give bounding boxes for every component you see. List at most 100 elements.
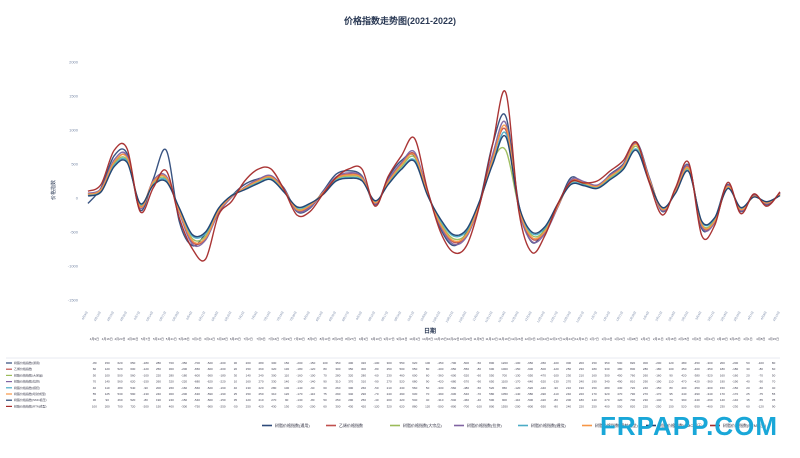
x-tick-label-48: 3月11日 <box>707 311 716 322</box>
table-cell: 70 <box>323 373 327 377</box>
table-cell: -50 <box>477 361 482 365</box>
table-cell: -680 <box>450 380 456 384</box>
table-cell: -600 <box>527 367 533 371</box>
table-cell: -200 <box>181 392 187 396</box>
x-tick-label-38: 12月31日 <box>575 311 585 324</box>
table-cell: 480 <box>681 361 686 365</box>
x-tick-label-20: 8月27日 <box>341 311 350 323</box>
table-cell: 40 <box>93 386 97 390</box>
table-cell: 280 <box>361 373 366 377</box>
table-header-2: 4月23日 <box>115 337 126 341</box>
table-cell: 250 <box>387 367 392 371</box>
table-cell: -500 <box>207 398 213 402</box>
table-cell: -540 <box>450 398 456 402</box>
table-cell: -120 <box>373 404 379 408</box>
table-cell: 250 <box>246 404 251 408</box>
table-cell: 400 <box>348 361 353 365</box>
table-cell: 800 <box>489 361 494 365</box>
x-tick-label-25: 10月1日 <box>406 311 415 323</box>
table-cell: 140 <box>592 398 597 402</box>
table-header-32: 11月19日 <box>498 337 510 341</box>
table-cell: 120 <box>669 361 674 365</box>
table-cell: 240 <box>258 373 263 377</box>
x-tick-label-31: 11月12日 <box>484 311 494 324</box>
table-cell: 420 <box>361 404 366 408</box>
table-cell: 650 <box>130 361 135 365</box>
table-cell: 700 <box>169 361 174 365</box>
table-cell: -100 <box>553 373 559 377</box>
table-cell: -340 <box>694 398 700 402</box>
table-cell: -750 <box>194 404 200 408</box>
x-axis-ticks: 4月9日 4月16日 4月23日 4月30日 5月7日 5月14日 5月21日 5月28日 6月… <box>81 310 781 323</box>
table-cell: 70 <box>669 398 673 402</box>
x-tick-label-7: 5月28日 <box>171 311 180 323</box>
table-cell: 50 <box>746 361 750 365</box>
table-cell: 90 <box>106 398 110 402</box>
table-cell: 320 <box>604 392 609 396</box>
x-tick-label-32: 11月19日 <box>497 310 507 323</box>
table-header-37: 12月24日 <box>562 337 575 341</box>
table-cell: 500 <box>399 367 404 371</box>
table-cell: 300 <box>387 361 392 365</box>
table-cell: -190 <box>732 380 738 384</box>
table-cell: 40 <box>772 386 776 390</box>
table-cell: 300 <box>271 373 276 377</box>
table-cell: -630 <box>194 392 200 396</box>
x-tick-label-5: 5月14日 <box>145 311 154 323</box>
table-cell: -190 <box>220 392 226 396</box>
table-cell: 150 <box>246 367 251 371</box>
table-cell: -140 <box>309 380 315 384</box>
table-cell: 1200 <box>501 361 508 365</box>
table-cell: -600 <box>207 367 213 371</box>
table-cell: -220 <box>220 380 226 384</box>
table-cell: 150 <box>720 386 725 390</box>
x-tick-label-41: 1月21日 <box>615 311 624 323</box>
table-cell: -200 <box>296 361 302 365</box>
table-cell: 950 <box>502 386 507 390</box>
table-cell: -580 <box>527 392 533 396</box>
table-cell: 350 <box>348 367 353 371</box>
table-cell: -60 <box>477 373 482 377</box>
table-cell: 150 <box>592 361 597 365</box>
legend-label-4: 树脂价格指数(缠绕) <box>531 422 566 428</box>
table-header-42: 1月28日 <box>627 337 638 341</box>
table-cell: -160 <box>732 373 738 377</box>
table-cell: 190 <box>592 380 597 384</box>
table-cell: 300 <box>271 361 276 365</box>
table-cell: 140 <box>105 380 110 384</box>
table-header-22: 9月10日 <box>371 337 382 341</box>
table-row-name-4: 树脂价格指数(缠绕) <box>14 385 40 390</box>
table-cell: 80 <box>669 386 673 390</box>
table-cell: 40 <box>426 398 430 402</box>
table-header-7: 5月28日 <box>179 337 190 341</box>
table-cell: -100 <box>553 361 559 365</box>
x-tick-label-17: 8月6日 <box>303 311 311 321</box>
table-cell: -700 <box>463 404 469 408</box>
table-cell: -90 <box>374 380 379 384</box>
table-cell: 270 <box>258 380 263 384</box>
table-cell: -160 <box>296 373 302 377</box>
table-cell: -390 <box>694 392 700 396</box>
table-row-name-3: 树脂价格指数(拉挤) <box>14 379 40 384</box>
table-cell: -100 <box>373 361 379 365</box>
y-tick-label-0: -1500 <box>68 298 79 303</box>
table-cell: 300 <box>643 361 648 365</box>
table-cell: -160 <box>181 386 187 390</box>
table-cell: 520 <box>399 380 404 384</box>
table-header-14: 7月16日 <box>268 337 279 341</box>
table-cell: 90 <box>323 380 327 384</box>
table-cell: 1550 <box>501 404 508 408</box>
table-cell: 40 <box>234 386 238 390</box>
table-cell: 150 <box>156 404 161 408</box>
table-cell: -450 <box>540 361 546 365</box>
table-cell: 560 <box>118 380 123 384</box>
table-cell: 170 <box>720 392 725 396</box>
table-header-27: 10月15日 <box>434 337 447 341</box>
table-cell: -550 <box>463 367 469 371</box>
table-cell: 320 <box>361 361 366 365</box>
table-cell: 100 <box>425 361 430 365</box>
table-cell: 25 <box>746 392 750 396</box>
table-cell: 80 <box>426 367 430 371</box>
table-cell: -50 <box>233 404 238 408</box>
table-cell: -420 <box>540 398 546 402</box>
